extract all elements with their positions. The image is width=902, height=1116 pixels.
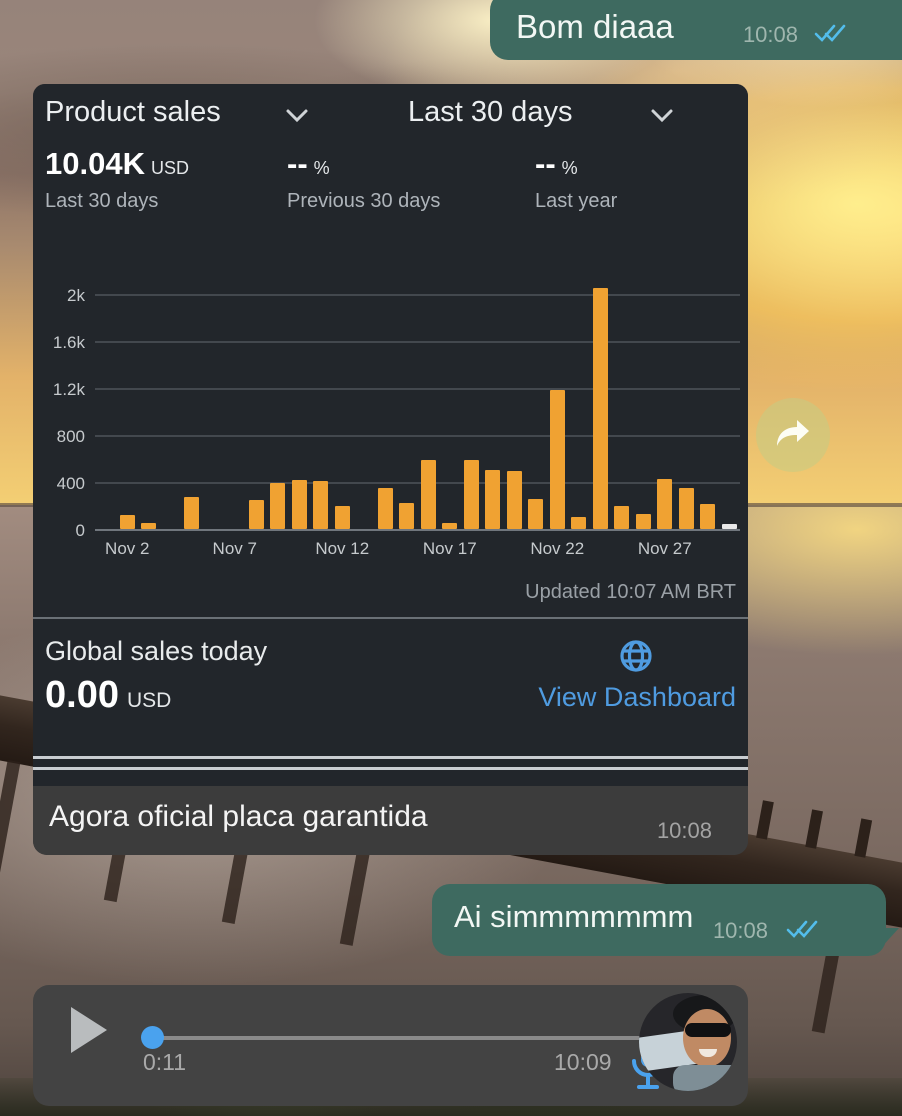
chart-bar bbox=[119, 514, 135, 529]
avatar-sunglasses bbox=[685, 1023, 731, 1037]
chart-bar bbox=[248, 500, 264, 529]
section-divider bbox=[33, 617, 748, 619]
message-incoming-voice[interactable]: 0:11 10:09 bbox=[33, 985, 748, 1106]
read-receipt-icon bbox=[786, 918, 820, 945]
x-axis-tick-label: Nov 7 bbox=[212, 539, 257, 558]
global-sales-label: Global sales today bbox=[45, 636, 268, 666]
stat-label: Last 30 days bbox=[45, 190, 159, 212]
global-sales-unit: USD bbox=[126, 689, 172, 712]
message-outgoing-ai-simm[interactable]: Ai simmmmmmm 10:08 bbox=[432, 884, 899, 956]
view-dashboard-link[interactable]: View Dashboard bbox=[538, 682, 736, 712]
stat-previous-30-days: --% Previous 30 days bbox=[287, 146, 440, 213]
play-icon[interactable] bbox=[71, 1007, 107, 1053]
chart-bar bbox=[334, 505, 350, 529]
chart-bar bbox=[485, 469, 501, 529]
chart-bar bbox=[463, 459, 479, 529]
globe-icon[interactable] bbox=[618, 638, 654, 679]
chart-gridline bbox=[95, 340, 740, 343]
chart-bar bbox=[528, 499, 544, 529]
chart-bar bbox=[549, 390, 565, 529]
chevron-down-icon[interactable] bbox=[648, 106, 676, 131]
stat-value: -- bbox=[287, 146, 308, 181]
message-incoming-dashboard-image[interactable]: Product sales Last 30 days 10.04K USD Las… bbox=[33, 84, 748, 855]
chart-plot bbox=[95, 270, 740, 531]
stat-last-year: --% Last year bbox=[535, 146, 617, 213]
range-selector[interactable]: Last 30 days bbox=[408, 96, 573, 128]
forward-arrow-icon bbox=[773, 416, 813, 455]
image-caption: Agora oficial placa garantida 10:08 bbox=[33, 786, 748, 855]
chart-bar bbox=[721, 524, 737, 529]
chart-gridline bbox=[95, 481, 740, 484]
chart-bar bbox=[420, 460, 436, 529]
x-axis-tick-label: Nov 12 bbox=[315, 539, 370, 558]
y-axis-tick-label: 2k bbox=[67, 285, 85, 305]
chart-gridline bbox=[95, 434, 740, 437]
message-text: Bom diaaa bbox=[516, 8, 674, 45]
stat-last-30-days: 10.04K USD Last 30 days bbox=[45, 146, 189, 213]
message-time: 10:09 bbox=[554, 1049, 612, 1075]
chart-bar bbox=[291, 479, 307, 529]
message-time: 10:08 bbox=[712, 918, 768, 943]
chart-gridline bbox=[95, 529, 740, 531]
chart-bar bbox=[377, 487, 393, 529]
chevron-down-icon[interactable] bbox=[283, 106, 311, 131]
double-divider-bottom bbox=[33, 767, 748, 770]
stat-unit: % bbox=[313, 158, 330, 178]
forward-button[interactable] bbox=[756, 398, 830, 472]
chart-bar bbox=[442, 522, 458, 529]
chart-bar bbox=[571, 517, 587, 529]
avatar[interactable] bbox=[639, 993, 737, 1091]
message-outgoing-bom-diaaa[interactable]: Bom diaaa 10:08 bbox=[490, 0, 902, 60]
chart-bar bbox=[141, 522, 157, 529]
bubble-tail bbox=[879, 928, 899, 950]
y-axis-tick-label: 1.6k bbox=[52, 332, 85, 352]
y-axis-tick-label: 1.2k bbox=[52, 379, 85, 399]
chart-bar bbox=[313, 480, 329, 529]
chart-gridline bbox=[95, 293, 740, 296]
chart-bar bbox=[678, 487, 694, 529]
voice-progress-track[interactable] bbox=[153, 1036, 691, 1040]
chart-bar bbox=[700, 503, 716, 529]
y-axis-tick-label: 0 bbox=[75, 521, 85, 540]
global-sales-amount: 0.00 bbox=[45, 674, 119, 716]
x-axis-tick-label: Nov 17 bbox=[422, 539, 477, 558]
caption-text: Agora oficial placa garantida bbox=[49, 800, 428, 833]
voice-duration: 0:11 bbox=[143, 1049, 187, 1075]
avatar-shirt bbox=[673, 1065, 737, 1091]
voice-scrubber-handle[interactable] bbox=[141, 1026, 164, 1049]
stat-unit: % bbox=[561, 158, 578, 178]
stat-value: -- bbox=[535, 146, 556, 181]
global-sales-value: 0.00 USD bbox=[45, 674, 171, 717]
chart-bar bbox=[635, 513, 651, 529]
read-receipt-icon bbox=[814, 22, 848, 49]
chart-bar bbox=[506, 471, 522, 529]
chart-bar bbox=[592, 288, 608, 529]
x-axis-tick-label: Nov 27 bbox=[637, 539, 692, 558]
message-text: Ai simmmmmmm bbox=[454, 899, 694, 934]
chart-bar bbox=[270, 483, 286, 529]
chart-bar bbox=[657, 479, 673, 529]
stat-label: Last year bbox=[535, 190, 618, 212]
y-axis-tick-label: 800 bbox=[56, 426, 85, 446]
avatar-face bbox=[683, 1009, 731, 1067]
stat-value: 10.04K bbox=[45, 146, 145, 181]
x-axis-tick-label: Nov 22 bbox=[530, 539, 585, 558]
updated-timestamp: Updated 10:07 AM BRT bbox=[525, 581, 736, 603]
x-axis-tick-label: Nov 2 bbox=[105, 539, 150, 558]
y-axis-tick-label: 400 bbox=[56, 473, 85, 493]
stat-unit: USD bbox=[150, 158, 189, 178]
avatar-smile bbox=[699, 1049, 717, 1057]
chart-bar bbox=[614, 506, 630, 529]
metric-selector[interactable]: Product sales bbox=[45, 96, 221, 128]
chart-bar bbox=[184, 497, 200, 529]
dashboard-screenshot[interactable]: Product sales Last 30 days 10.04K USD Las… bbox=[33, 84, 748, 786]
chart-bar bbox=[399, 502, 415, 529]
stat-label: Previous 30 days bbox=[287, 190, 441, 212]
chart-gridline bbox=[95, 387, 740, 390]
message-time: 10:08 bbox=[742, 22, 798, 47]
caption-time: 10:08 bbox=[656, 818, 712, 843]
double-divider-top bbox=[33, 756, 748, 759]
